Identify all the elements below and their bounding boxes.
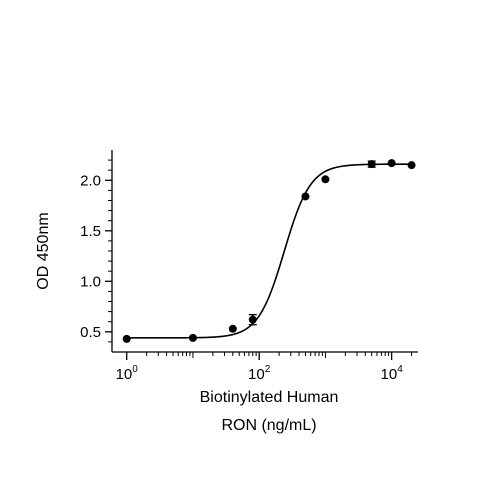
data-point bbox=[321, 175, 330, 184]
fit-curve bbox=[126, 163, 412, 339]
plot-area bbox=[122, 159, 416, 343]
data-point bbox=[122, 334, 131, 343]
x-tick-exponent: 0 bbox=[132, 364, 138, 375]
x-axis: 100 102 104 Biotinylated Human RON (ng/mL) bbox=[112, 351, 418, 434]
x-axis-title-line-2: RON (ng/mL) bbox=[221, 417, 316, 434]
data-point bbox=[248, 315, 257, 324]
x-tick-label: 104 bbox=[381, 364, 404, 383]
x-tick-exponent: 2 bbox=[265, 364, 271, 375]
x-tick-label: 100 bbox=[116, 364, 139, 383]
x-tick-base: 10 bbox=[248, 366, 265, 383]
x-tick-label: 102 bbox=[248, 364, 271, 383]
data-point bbox=[407, 161, 416, 170]
y-axis: 0.5 1.0 1.5 2.0 OD 450nm bbox=[35, 150, 113, 352]
y-tick-label: 0.5 bbox=[80, 324, 101, 341]
x-ticks: 100 102 104 bbox=[116, 352, 413, 383]
y-axis-title: OD 450nm bbox=[35, 212, 52, 289]
data-point bbox=[228, 324, 237, 333]
data-point bbox=[387, 159, 396, 168]
y-ticks: 0.5 1.0 1.5 2.0 bbox=[80, 159, 112, 343]
y-tick-label: 1.0 bbox=[80, 273, 101, 290]
x-tick-exponent: 4 bbox=[397, 364, 403, 375]
y-tick-label: 1.5 bbox=[80, 223, 101, 240]
data-point bbox=[188, 333, 197, 342]
data-point bbox=[301, 192, 310, 201]
x-axis-title-line-1: Biotinylated Human bbox=[200, 389, 339, 406]
x-tick-base: 10 bbox=[116, 366, 133, 383]
data-point bbox=[367, 160, 376, 169]
y-tick-label: 2.0 bbox=[80, 172, 101, 189]
data-points bbox=[122, 159, 416, 343]
x-tick-base: 10 bbox=[381, 366, 398, 383]
